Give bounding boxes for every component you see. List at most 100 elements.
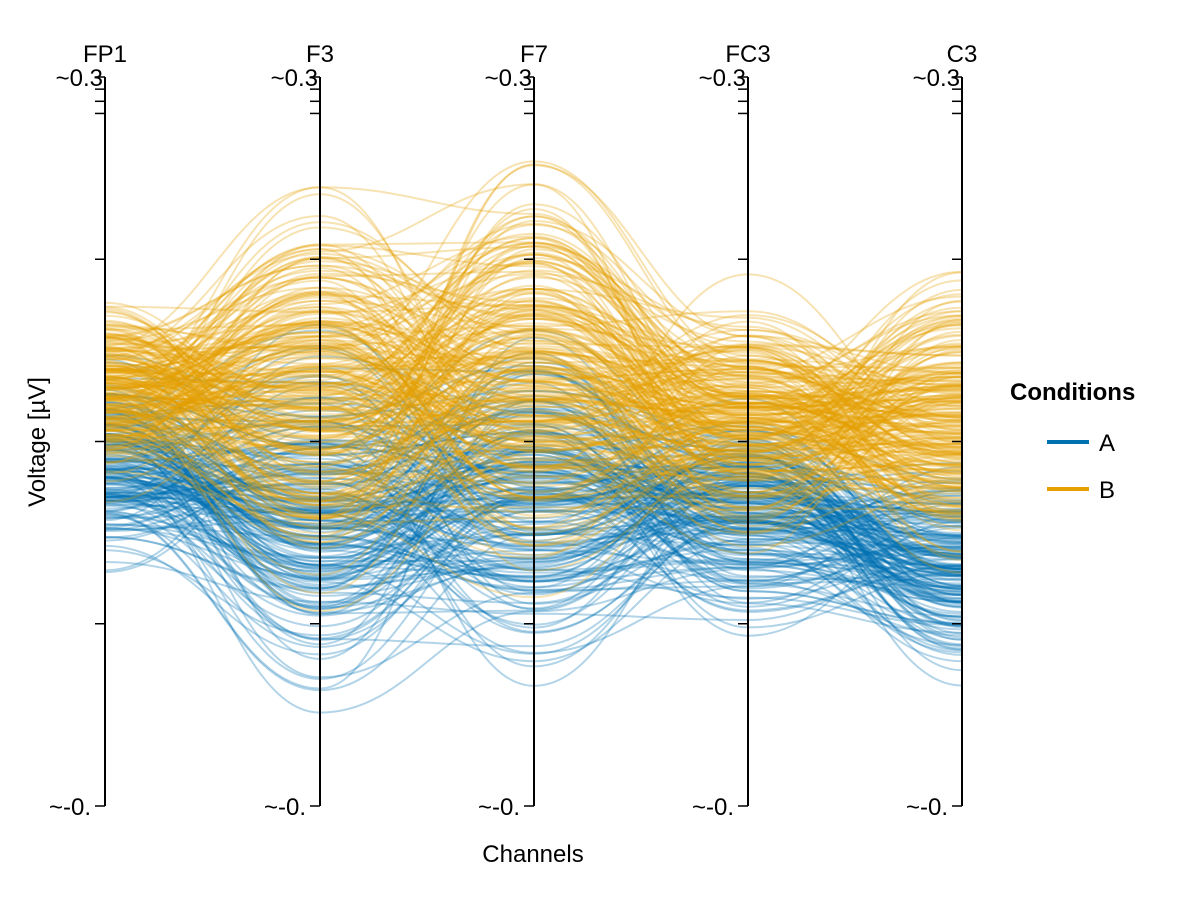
series-line bbox=[104, 437, 963, 639]
series-line bbox=[104, 308, 963, 490]
series-line bbox=[104, 287, 963, 509]
tick-label-top: ~0.3 bbox=[56, 65, 103, 92]
series-line bbox=[104, 186, 963, 509]
series-line bbox=[104, 279, 963, 546]
series-line bbox=[104, 400, 963, 540]
series-line bbox=[104, 414, 963, 596]
series-line bbox=[104, 335, 963, 599]
series-line bbox=[104, 333, 963, 517]
series-line bbox=[104, 307, 963, 501]
series-line bbox=[104, 287, 963, 489]
series-line bbox=[104, 203, 963, 521]
series-line bbox=[104, 384, 963, 499]
tick-label-top: ~0.3 bbox=[485, 65, 532, 92]
series-line bbox=[104, 323, 963, 533]
series-line bbox=[104, 241, 963, 484]
series-line bbox=[104, 400, 963, 577]
series-line bbox=[104, 429, 963, 558]
channel-label: F3 bbox=[306, 41, 334, 68]
series-line bbox=[104, 269, 963, 440]
series-line bbox=[104, 408, 963, 611]
series-line bbox=[104, 372, 963, 613]
series-line bbox=[104, 264, 963, 468]
series-line bbox=[104, 344, 963, 486]
series-line bbox=[104, 308, 963, 536]
series-line bbox=[104, 445, 963, 574]
series-line bbox=[104, 459, 963, 606]
series-line bbox=[104, 349, 963, 472]
series-line bbox=[104, 444, 963, 591]
series-line bbox=[104, 242, 963, 490]
series-line bbox=[104, 257, 963, 452]
series-line bbox=[104, 356, 963, 533]
axis-c3: C3~0.3 ~-0. bbox=[906, 41, 977, 821]
series-line bbox=[104, 336, 963, 502]
series-line bbox=[104, 327, 963, 502]
channel-label: FC3 bbox=[725, 41, 770, 68]
series-line bbox=[104, 429, 963, 656]
series-line bbox=[104, 262, 963, 511]
series-line bbox=[104, 372, 963, 635]
series-line bbox=[104, 438, 963, 570]
series-line bbox=[104, 439, 963, 663]
series-line bbox=[104, 462, 963, 608]
series-line bbox=[104, 472, 963, 603]
series-line bbox=[104, 431, 963, 619]
series-line bbox=[104, 399, 963, 571]
series-line bbox=[104, 336, 963, 690]
series-line bbox=[104, 336, 963, 534]
series-line bbox=[104, 346, 963, 513]
series-line bbox=[104, 347, 963, 587]
series-line bbox=[104, 247, 963, 411]
series-line bbox=[104, 314, 963, 449]
series-line bbox=[104, 410, 963, 555]
legend-title: Conditions bbox=[1010, 379, 1135, 406]
series-line bbox=[104, 409, 963, 606]
series-line bbox=[104, 339, 963, 530]
series-line bbox=[104, 163, 963, 538]
series-line bbox=[104, 392, 963, 583]
series-line bbox=[104, 366, 963, 510]
series-line bbox=[104, 292, 963, 415]
series-line bbox=[104, 244, 963, 553]
series-line bbox=[104, 309, 963, 506]
series-line bbox=[104, 381, 963, 506]
series-line bbox=[104, 365, 963, 553]
series-line bbox=[104, 257, 963, 517]
series-line bbox=[104, 436, 963, 679]
series-line bbox=[104, 342, 963, 475]
series-line bbox=[104, 409, 963, 652]
series-line bbox=[104, 256, 963, 492]
series-line bbox=[104, 420, 963, 687]
series-line bbox=[104, 352, 963, 482]
series-line bbox=[104, 428, 963, 575]
legend-entry-a: A bbox=[1047, 430, 1115, 457]
series-line bbox=[104, 334, 963, 519]
series-line bbox=[104, 396, 963, 593]
series-line bbox=[104, 309, 963, 440]
series-line bbox=[104, 306, 963, 467]
tick-label-bottom: ~-0. bbox=[49, 794, 91, 821]
series-line bbox=[104, 310, 963, 486]
series-line bbox=[104, 270, 963, 407]
series-line bbox=[104, 336, 963, 532]
y-axis-title: Voltage [µV] bbox=[24, 377, 51, 507]
series-line bbox=[104, 328, 963, 443]
series-line bbox=[104, 255, 963, 481]
series-line bbox=[104, 324, 963, 500]
series-line bbox=[104, 319, 963, 461]
series-line bbox=[104, 355, 963, 522]
series-line bbox=[104, 259, 963, 441]
series-line bbox=[104, 357, 963, 494]
series-line bbox=[104, 248, 963, 532]
tick-label-top: ~0.3 bbox=[699, 65, 746, 92]
series-line bbox=[104, 445, 963, 560]
series-line bbox=[104, 352, 963, 495]
axis-f3: F3~0.3 ~-0. bbox=[264, 41, 334, 821]
legend-label: B bbox=[1099, 477, 1115, 504]
series-line bbox=[104, 343, 963, 560]
series-line bbox=[104, 325, 963, 498]
series-line bbox=[104, 374, 963, 605]
series-line bbox=[104, 401, 963, 589]
